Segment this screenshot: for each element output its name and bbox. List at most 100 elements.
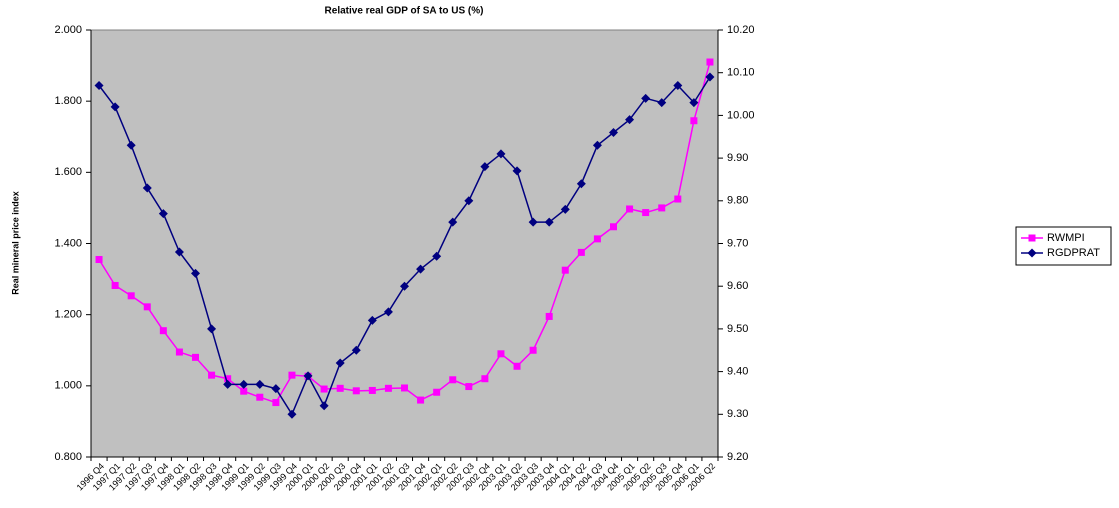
data-point bbox=[545, 312, 553, 320]
data-point bbox=[642, 209, 650, 217]
data-point bbox=[465, 383, 473, 391]
data-point bbox=[512, 166, 522, 176]
data-point bbox=[240, 387, 248, 395]
y2-tick-label: 10.00 bbox=[727, 109, 755, 121]
data-point bbox=[496, 149, 506, 159]
data-point bbox=[207, 324, 217, 334]
data-point bbox=[320, 385, 328, 393]
data-point bbox=[126, 140, 136, 150]
data-point bbox=[272, 399, 280, 407]
y-tick-label: 0.800 bbox=[54, 451, 82, 463]
data-point bbox=[256, 393, 264, 401]
y2-tick-label: 9.90 bbox=[727, 152, 748, 164]
data-point bbox=[480, 162, 490, 172]
data-point bbox=[610, 223, 617, 231]
y-tick-label: 1.600 bbox=[54, 166, 82, 178]
data-point bbox=[593, 235, 601, 243]
data-point bbox=[689, 98, 699, 108]
data-point bbox=[142, 183, 152, 193]
data-point bbox=[609, 127, 618, 137]
data-point bbox=[158, 209, 168, 219]
y-tick-label: 1.200 bbox=[54, 309, 82, 321]
data-point bbox=[208, 371, 216, 379]
data-point bbox=[673, 81, 683, 91]
data-point bbox=[417, 396, 425, 404]
data-point bbox=[626, 205, 634, 213]
y2-tick-label: 10.10 bbox=[727, 67, 755, 79]
series bbox=[94, 72, 715, 419]
data-point bbox=[224, 375, 232, 383]
data-point bbox=[674, 195, 682, 203]
y2-tick-label: 10.20 bbox=[727, 24, 755, 36]
data-point bbox=[449, 376, 457, 384]
data-point bbox=[658, 204, 666, 212]
legend-label: RGDPRAT bbox=[1047, 247, 1100, 259]
y-tick-label: 1.400 bbox=[54, 237, 82, 249]
data-point bbox=[592, 140, 602, 150]
data-point bbox=[576, 179, 586, 189]
series bbox=[95, 58, 714, 407]
data-point bbox=[111, 281, 119, 289]
data-point bbox=[544, 217, 554, 227]
data-point bbox=[288, 371, 296, 379]
chart-title: Relative real GDP of SA to US (%) bbox=[325, 6, 484, 17]
data-point bbox=[95, 256, 103, 264]
data-point bbox=[432, 251, 442, 261]
data-point bbox=[159, 327, 167, 335]
legend-box bbox=[1015, 226, 1112, 266]
data-point bbox=[351, 345, 361, 355]
data-point bbox=[481, 375, 489, 383]
y-tick-label: 1.800 bbox=[54, 95, 82, 107]
data-point bbox=[94, 81, 104, 91]
data-point bbox=[401, 384, 408, 392]
data-point bbox=[497, 350, 505, 358]
data-point bbox=[433, 388, 441, 396]
legend-marker bbox=[1027, 248, 1037, 258]
y-axis-label: Real mineral price index bbox=[10, 191, 20, 295]
data-point bbox=[174, 247, 184, 257]
data-point bbox=[335, 358, 345, 368]
data-point bbox=[464, 196, 474, 206]
y-tick-label: 2.000 bbox=[54, 24, 82, 36]
plot-area bbox=[90, 29, 719, 458]
data-point bbox=[513, 362, 521, 370]
data-point bbox=[561, 266, 569, 274]
data-point bbox=[383, 307, 393, 317]
data-point bbox=[367, 315, 377, 325]
data-point bbox=[641, 93, 651, 103]
legend-label: RWMPI bbox=[1047, 232, 1085, 244]
data-point bbox=[529, 346, 537, 354]
y2-tick-label: 9.30 bbox=[727, 408, 748, 420]
data-point bbox=[577, 248, 585, 256]
y-tick-label: 1.000 bbox=[54, 380, 82, 392]
data-point bbox=[706, 58, 714, 66]
y2-tick-label: 9.70 bbox=[727, 237, 748, 249]
data-point bbox=[191, 268, 200, 278]
data-point bbox=[384, 384, 392, 392]
data-point bbox=[287, 409, 297, 419]
y2-tick-label: 9.50 bbox=[727, 323, 748, 335]
data-point bbox=[175, 348, 183, 356]
y2-tick-label: 9.40 bbox=[727, 366, 748, 378]
data-point bbox=[690, 117, 698, 125]
data-point bbox=[319, 401, 329, 411]
data-point bbox=[271, 384, 281, 394]
data-point bbox=[657, 98, 667, 108]
data-point bbox=[625, 115, 635, 125]
data-point bbox=[705, 72, 715, 82]
data-point bbox=[400, 281, 409, 291]
data-point bbox=[110, 102, 120, 112]
data-point bbox=[239, 379, 249, 389]
data-point bbox=[528, 217, 538, 227]
data-point bbox=[336, 384, 344, 392]
data-point bbox=[143, 303, 151, 311]
data-point bbox=[448, 217, 458, 227]
data-point bbox=[416, 264, 426, 274]
data-point bbox=[192, 353, 199, 361]
data-point bbox=[303, 371, 313, 381]
legend-marker bbox=[1028, 234, 1036, 242]
data-point bbox=[255, 379, 265, 389]
y2-tick-label: 9.80 bbox=[727, 195, 748, 207]
y2-tick-label: 9.20 bbox=[727, 451, 748, 463]
